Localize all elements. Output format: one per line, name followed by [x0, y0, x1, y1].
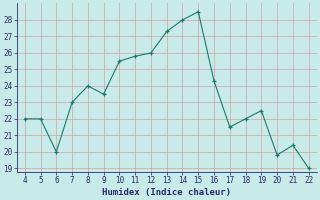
X-axis label: Humidex (Indice chaleur): Humidex (Indice chaleur)	[102, 188, 231, 197]
